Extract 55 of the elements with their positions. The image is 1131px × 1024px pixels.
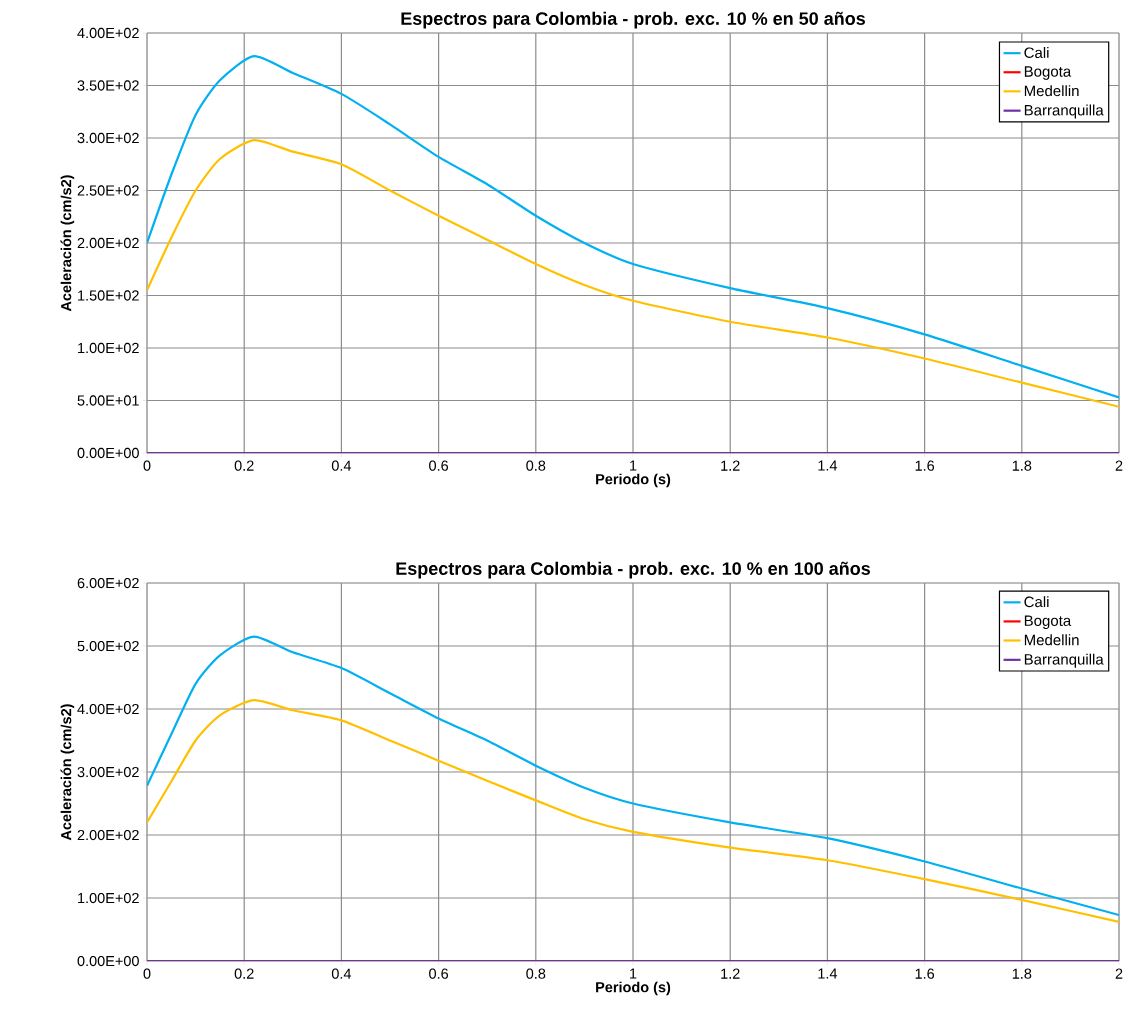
x-tick-label: 1.8 bbox=[1012, 968, 1032, 979]
y-tick-label: 5.00E+01 bbox=[77, 395, 139, 406]
x-tick-label: 1.8 bbox=[1012, 460, 1032, 471]
x-tick-label: 1 bbox=[630, 968, 637, 979]
y-tick-label: 0.00E+00 bbox=[77, 955, 139, 967]
x-tick-label: 2 bbox=[1115, 460, 1123, 471]
y-axis-title: Aceleración (cm/s2) bbox=[60, 175, 75, 312]
x-tick-label: 1.4 bbox=[818, 460, 838, 471]
line-series bbox=[147, 699, 1120, 924]
x-tick-label: 0.6 bbox=[429, 968, 449, 979]
x-tick-label: 1.6 bbox=[915, 460, 935, 471]
y-tick-label: 5.00E+02 bbox=[77, 640, 139, 652]
x-tick-label: 1.2 bbox=[721, 968, 740, 979]
x-tick-label: 1 bbox=[630, 460, 637, 471]
x-tick-label: 2 bbox=[1115, 968, 1123, 979]
x-tick-label: 0.4 bbox=[331, 460, 352, 471]
x-tick-label: 0.2 bbox=[234, 460, 254, 471]
legend-label: Barranquilla bbox=[1024, 653, 1104, 668]
y-tick-label: 4.00E+02 bbox=[77, 27, 139, 39]
legend-label: Cali bbox=[1024, 46, 1049, 59]
x-tick-label: 1.4 bbox=[818, 968, 838, 979]
y-tick-label: 3.00E+02 bbox=[77, 132, 139, 144]
y-tick-label: 1.50E+02 bbox=[78, 290, 139, 301]
y-tick-label: 3.00E+02 bbox=[77, 766, 139, 778]
x-axis-title: Periodo (s) bbox=[596, 981, 671, 996]
y-tick-label: 4.00E+02 bbox=[77, 703, 139, 715]
line-series bbox=[147, 635, 1120, 917]
line-series bbox=[147, 139, 1120, 408]
y-tick-label: 6.00E+02 bbox=[77, 577, 139, 589]
legend-label: Barranquilla bbox=[1024, 104, 1104, 119]
x-axis-title: Periodo (s) bbox=[596, 473, 671, 488]
x-tick-label: 0.2 bbox=[234, 968, 254, 979]
x-tick-label: 1.6 bbox=[915, 968, 935, 979]
chart-title: Espectros para Colombia - prob. exc. 10 % en 100 años bbox=[396, 561, 870, 579]
y-tick-label: 2.00E+02 bbox=[77, 237, 139, 249]
x-tick-label: 0.8 bbox=[526, 460, 546, 471]
x-tick-label: 0 bbox=[143, 968, 151, 979]
x-tick-label: 0 bbox=[143, 460, 151, 471]
chart-title: Espectros para Colombia - prob. exc. 10 % en 50 años bbox=[401, 11, 865, 29]
y-axis-title: Aceleración (cm/s2) bbox=[60, 704, 75, 841]
x-tick-label: 0.8 bbox=[526, 968, 546, 979]
y-tick-label: 2.50E+02 bbox=[77, 185, 139, 196]
y-tick-label: 3.50E+02 bbox=[77, 80, 139, 91]
y-tick-label: 2.00E+02 bbox=[77, 829, 139, 841]
y-tick-label: 0.00E+00 bbox=[77, 447, 139, 459]
legend-label: Bogota bbox=[1024, 66, 1072, 80]
x-tick-label: 0.6 bbox=[429, 460, 449, 471]
x-tick-label: 1.2 bbox=[721, 460, 740, 471]
legend-label: Medellin bbox=[1024, 634, 1079, 646]
x-tick-label: 0.4 bbox=[331, 968, 352, 979]
y-tick-label: 1.00E+02 bbox=[78, 342, 139, 354]
y-tick-label: 1.00E+02 bbox=[78, 892, 139, 904]
legend-label: Cali bbox=[1024, 596, 1049, 608]
legend-label: Bogota bbox=[1024, 615, 1072, 629]
legend-label: Medellin bbox=[1024, 85, 1079, 97]
